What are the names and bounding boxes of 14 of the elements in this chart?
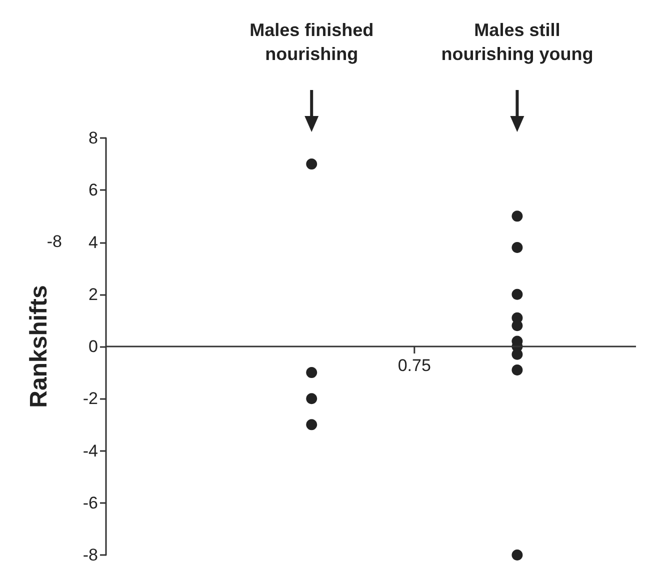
y-tick-label: 8 xyxy=(88,128,98,148)
y-tick-label: 2 xyxy=(88,284,98,304)
y-tick-label: -8 xyxy=(82,546,98,564)
y-tick-label: -2 xyxy=(82,389,98,408)
annotation: 0.75 xyxy=(398,356,431,376)
y-tick-label: 4 xyxy=(88,232,98,252)
y-tick-label: 0 xyxy=(88,337,98,356)
x-tick-label: Males still nourishing young xyxy=(441,20,594,64)
x-tick-label: Males finished nourishing xyxy=(250,20,374,64)
y-axis-title: Rankshifts xyxy=(26,285,52,408)
y-tick-label: -4 xyxy=(82,441,98,460)
y-tick-label: -6 xyxy=(82,493,98,512)
y-tick-label: 6 xyxy=(88,180,98,200)
text: -8 xyxy=(46,232,62,252)
